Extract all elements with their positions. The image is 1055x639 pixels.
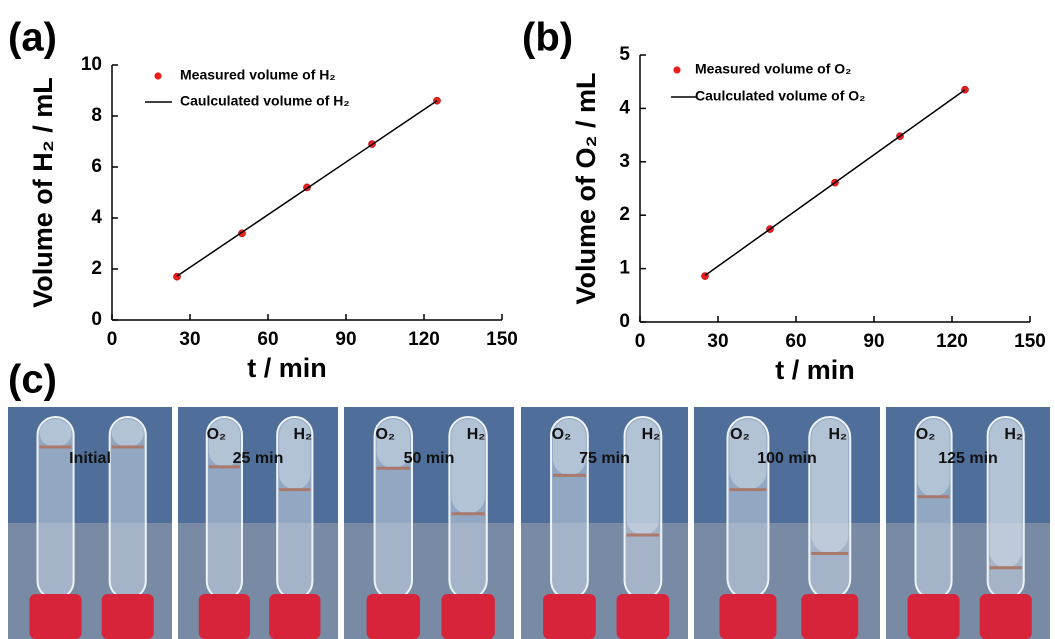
tube-label: H₂: [293, 426, 312, 443]
photo: O₂ H₂ 50 min: [344, 407, 514, 639]
x-tick-label: 0: [635, 331, 646, 352]
y-tick-label: 6: [91, 156, 102, 177]
gas: [989, 419, 1022, 568]
panel-label: (b): [522, 16, 573, 60]
photo-caption: 25 min: [233, 450, 284, 467]
holder: [979, 594, 1032, 639]
photo: Initial: [8, 407, 172, 639]
holder: [907, 594, 960, 639]
x-tick-label: 0: [107, 329, 118, 350]
y-axis-title: Volume of H₂ / mL: [28, 77, 58, 308]
x-tick-label: 60: [785, 331, 806, 352]
tube-label: H₂: [1004, 426, 1023, 443]
y-tick-label: 3: [619, 151, 630, 172]
photo-caption: 100 min: [757, 450, 817, 467]
y-tick-label: 2: [91, 258, 102, 279]
y-tick-label: 8: [91, 105, 102, 126]
x-axis-title: t / min: [775, 355, 855, 385]
y-axis-title: Volume of O₂ / mL: [571, 72, 601, 304]
x-tick-label: 120: [936, 331, 968, 352]
tube-label: O₂: [730, 426, 750, 443]
tube-label: H₂: [467, 426, 486, 443]
x-axis-title: t / min: [247, 353, 327, 383]
holder: [441, 594, 495, 639]
holder: [269, 594, 321, 639]
legend-label: Measured volume of H₂: [180, 67, 336, 83]
y-tick-label: 0: [619, 311, 630, 332]
y-tick-label: 2: [619, 204, 630, 225]
holder: [543, 594, 596, 639]
legend-label: Caulculated volume of H₂: [180, 93, 350, 109]
holder: [719, 594, 777, 639]
panel-label: (c): [8, 358, 57, 402]
tube-label: O₂: [552, 426, 572, 443]
gas: [111, 419, 144, 447]
photo: O₂ H₂ 75 min: [521, 407, 688, 639]
legend-marker: [154, 72, 162, 80]
y-tick-label: 1: [619, 258, 630, 279]
legend-label: Caulculated volume of O₂: [695, 88, 865, 104]
x-tick-label: 90: [863, 331, 884, 352]
gas: [729, 419, 767, 490]
photo: O₂ H₂ 100 min: [694, 407, 880, 639]
gas: [376, 419, 410, 469]
photo: O₂ H₂ 25 min: [178, 407, 338, 639]
photo-caption: 75 min: [579, 450, 630, 467]
gas: [39, 419, 72, 447]
gas: [279, 419, 311, 490]
tube-label: H₂: [828, 426, 847, 443]
holder: [101, 594, 154, 639]
y-tick-label: 5: [619, 44, 630, 65]
x-tick-label: 120: [408, 329, 440, 350]
calc-line: [176, 100, 438, 277]
calc-line: [704, 89, 966, 277]
holder: [198, 594, 250, 639]
y-tick-label: 0: [91, 309, 102, 330]
tube-label: O₂: [207, 426, 227, 443]
tube-label: O₂: [916, 426, 936, 443]
gas: [811, 419, 849, 554]
x-tick-label: 150: [1014, 331, 1046, 352]
tube-label: H₂: [642, 426, 661, 443]
panel-label: (a): [8, 16, 57, 60]
x-tick-label: 150: [486, 329, 518, 350]
gas: [553, 419, 586, 476]
holder: [616, 594, 670, 639]
holder: [366, 594, 420, 639]
y-tick-label: 10: [81, 54, 102, 75]
x-tick-label: 30: [707, 331, 728, 352]
photo-caption: Initial: [69, 450, 111, 467]
photo: O₂ H₂ 125 min: [886, 407, 1050, 639]
x-tick-label: 90: [335, 329, 356, 350]
tube-label: O₂: [376, 426, 396, 443]
x-tick-label: 60: [257, 329, 278, 350]
legend-marker: [673, 66, 681, 74]
y-tick-label: 4: [619, 97, 630, 118]
holder: [29, 594, 82, 639]
y-tick-label: 4: [91, 207, 102, 228]
photo-caption: 125 min: [938, 450, 998, 467]
gas: [626, 419, 660, 536]
x-tick-label: 30: [179, 329, 200, 350]
holder: [801, 594, 859, 639]
legend-label: Measured volume of O₂: [695, 61, 851, 77]
photo-caption: 50 min: [404, 450, 455, 467]
gas: [208, 419, 240, 467]
gas: [451, 419, 485, 514]
gas: [917, 419, 950, 497]
